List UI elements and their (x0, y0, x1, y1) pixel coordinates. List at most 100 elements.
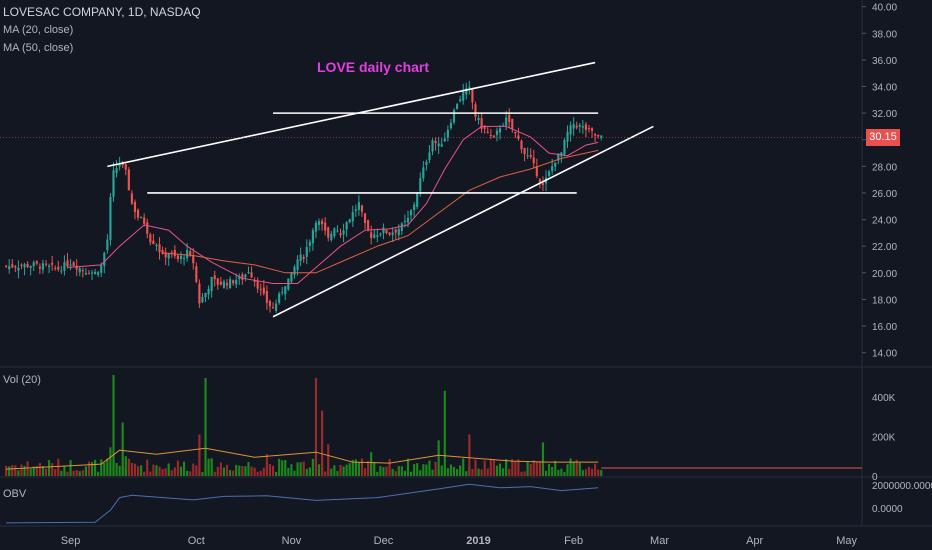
time-tick-label: Sep (61, 535, 81, 547)
candle-body (35, 261, 38, 264)
volume-bar (253, 467, 256, 476)
candle-body (32, 262, 35, 267)
candle-body (587, 128, 591, 130)
ma50-legend[interactable]: MA (50, close) (3, 42, 74, 54)
candle-body (452, 109, 456, 123)
candle-body (66, 260, 69, 267)
volume-bar (26, 461, 29, 476)
candle-body (388, 232, 391, 235)
price-tick-label: 34.00 (872, 83, 897, 94)
volume-bar (452, 466, 456, 476)
volume-bar (192, 463, 195, 476)
volume-spike-bar (109, 447, 112, 476)
volume-bar (336, 471, 339, 476)
candle-body (182, 257, 186, 259)
volume-bar (8, 466, 11, 476)
candle-body (600, 135, 603, 138)
candle-body (87, 273, 91, 275)
volume-bar (143, 471, 146, 476)
candle-body (238, 276, 241, 279)
volume-bar (333, 465, 336, 476)
volume-bar (268, 464, 272, 476)
volume-bar (563, 471, 566, 476)
volume-bar (17, 470, 20, 476)
candle-body (17, 267, 20, 271)
volume-bar (560, 468, 563, 476)
volume-bar (133, 463, 137, 476)
volume-bar (351, 459, 354, 476)
volume-bar (35, 465, 38, 476)
candle-body (554, 162, 557, 167)
candle-body (293, 266, 296, 275)
volume-bar (587, 466, 591, 476)
candle-body (63, 262, 66, 271)
volume-bar (146, 459, 149, 476)
volume-bar (584, 469, 587, 476)
volume-bar (391, 469, 394, 476)
candle-body (81, 270, 84, 272)
candle-body (90, 272, 94, 274)
volume-spike-bar (204, 377, 207, 476)
volume-bar (87, 461, 91, 476)
candle-body (471, 88, 474, 103)
candle-body (541, 183, 545, 186)
volume-bar (569, 458, 572, 476)
candle-body (186, 250, 189, 259)
volume-bar (176, 460, 179, 476)
volume-bar (551, 466, 554, 476)
volume-bar (14, 465, 17, 476)
candle-body (5, 265, 8, 267)
candle-body (520, 140, 523, 150)
volume-bar (590, 468, 594, 476)
candle-body (57, 266, 60, 270)
volume-bar (213, 471, 216, 476)
obv-line (6, 483, 599, 524)
price-tick-label: 14.00 (872, 349, 897, 360)
volume-bar (115, 462, 118, 476)
volume-ma-line (6, 447, 599, 470)
candle-body (11, 264, 14, 268)
volume-bar (201, 472, 204, 476)
candle-body (532, 157, 535, 164)
volume-bar (578, 462, 581, 476)
candle-body (271, 307, 275, 309)
candle-body (118, 163, 121, 167)
candle-body (477, 118, 480, 121)
candle-body (594, 134, 597, 136)
volume-bar (241, 466, 244, 476)
candle-body (345, 222, 348, 230)
ma20-legend[interactable]: MA (20, close) (3, 24, 74, 36)
volume-bar (182, 461, 186, 476)
volume-bar (207, 458, 210, 476)
volume-bar (425, 464, 428, 476)
candle-body (584, 124, 587, 130)
time-tick-label: Dec (374, 535, 394, 547)
volume-bar (287, 467, 290, 476)
volume-bar (511, 459, 514, 476)
candle-body (72, 262, 75, 266)
volume-bar (216, 466, 219, 476)
candle-body (468, 86, 471, 88)
volume-bar (308, 467, 311, 476)
volume-bar (388, 458, 391, 476)
candle-body (115, 168, 118, 174)
candle-body (385, 230, 388, 233)
volume-bar (379, 466, 382, 476)
candle-body (348, 219, 351, 223)
candle-body (106, 239, 109, 250)
volume-bar (544, 470, 548, 476)
volume-bar (281, 460, 284, 476)
candle-body (431, 140, 434, 152)
volume-bar (173, 467, 176, 476)
candle-body (330, 233, 333, 240)
candle-body (437, 143, 440, 147)
candle-body (590, 128, 594, 131)
volume-bar (385, 466, 388, 476)
volume-bar (446, 468, 449, 476)
volume-bar (523, 471, 526, 476)
candle-body (495, 130, 499, 136)
last-price-badge: 30.15 (866, 129, 900, 147)
price-tick-label: 24.00 (872, 216, 897, 227)
